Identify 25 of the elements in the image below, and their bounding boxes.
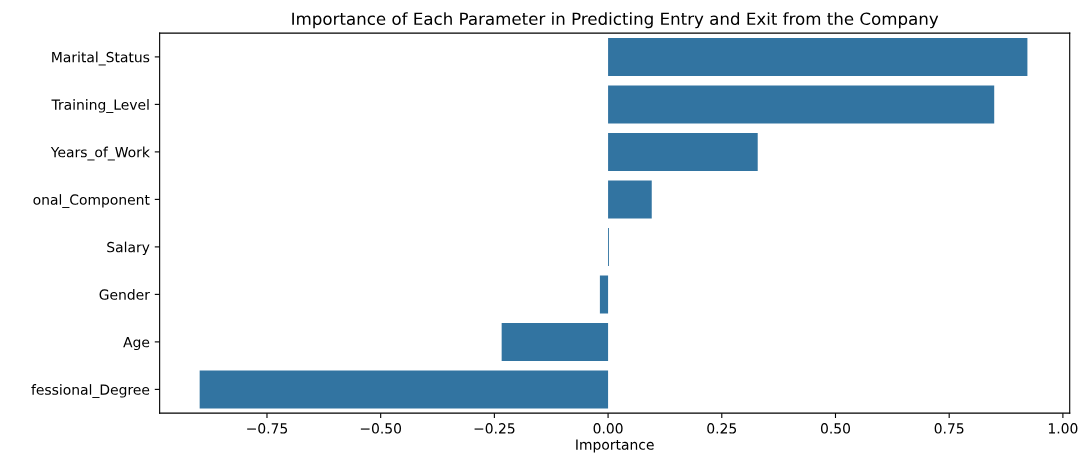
y-tick-label: Training_Level — [51, 99, 149, 113]
y-tick-label: onal_Component — [33, 194, 150, 208]
x-tick-label: −0.25 — [474, 423, 515, 434]
y-tick-label: Marital_Status — [52, 51, 150, 66]
y-tick-label: Years_of_Work — [50, 146, 150, 161]
bar — [608, 180, 652, 219]
y-tick-label: Salary — [107, 241, 150, 256]
x-axis-title: Importance — [576, 439, 654, 453]
bar — [199, 370, 609, 409]
chart-title: Importance of Each Parameter in Predicting Entry and Exit from the Company — [292, 12, 939, 29]
bar — [608, 85, 995, 124]
x-tick-label: −0.50 — [360, 423, 402, 434]
x-tick-label: 0.50 — [820, 423, 851, 434]
y-tick-label: Age — [123, 337, 150, 351]
bar — [608, 37, 1028, 76]
x-tick-label: 0.75 — [934, 423, 964, 434]
x-tick-label: 0.25 — [707, 423, 737, 434]
bar — [608, 132, 758, 171]
bar — [501, 322, 609, 361]
y-tick-label: fessional_Degree — [31, 384, 150, 398]
y-tick-label: Gender — [99, 289, 150, 300]
bar — [599, 275, 609, 314]
x-tick-label: 0.00 — [593, 423, 623, 434]
x-tick-label: −0.75 — [247, 423, 288, 434]
x-tick-label: 1.00 — [1048, 423, 1078, 434]
